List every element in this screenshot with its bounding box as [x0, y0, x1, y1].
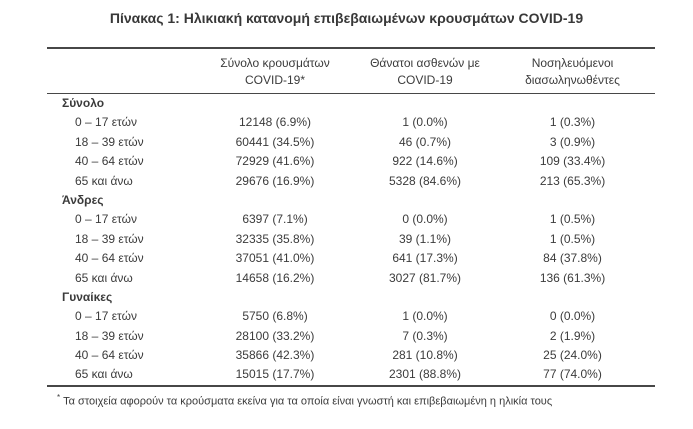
intubated-cell: 3 (0.9%) [549, 134, 596, 149]
empty-cell [490, 191, 655, 210]
table-row: 0 – 17 ετών 6397 (7.1%) 0 (0.0%) 1 (0.5%… [47, 210, 655, 229]
cases-cell: 15015 (17.7%) [235, 367, 315, 382]
covid-age-table: Σύνολο κρουσμάτων COVID-19* Θάνατοι ασθε… [47, 47, 655, 409]
table-row: 0 – 17 ετών 12148 (6.9%) 1 (0.0%) 1 (0.3… [47, 113, 655, 132]
cases-cell: 37051 (41.0%) [235, 251, 315, 266]
section-label: Σύνολο [62, 96, 105, 110]
footnote-text: Τα στοιχεία αφορούν τα κρούσματα εκείνα … [63, 395, 553, 408]
age-label-cell: 65 και άνω [75, 270, 133, 285]
column-header-intubated: Νοσηλευόμενοι διασωληνωθέντες [490, 55, 655, 88]
cases-cell: 14658 (16.2%) [235, 270, 315, 285]
intubated-cell: 1 (0.3%) [549, 115, 596, 130]
column-header-cases-line1: Σύνολο κρουσμάτων [220, 56, 330, 70]
empty-cell [490, 288, 655, 307]
intubated-cell: 136 (61.3%) [539, 270, 606, 285]
table-title: Πίνακας 1: Ηλικιακή κατανομή επιβεβαιωμέ… [109, 10, 584, 26]
deaths-cell: 5328 (84.6%) [388, 173, 462, 188]
age-label-cell: 18 – 39 ετών [75, 134, 144, 149]
deaths-cell: 1 (0.0%) [402, 309, 448, 324]
intubated-cell: 213 (65.3%) [539, 173, 606, 188]
table-row: 18 – 39 ετών 32335 (35.8%) 39 (1.1%) 1 (… [47, 230, 655, 249]
age-label-cell: 0 – 17 ετών [75, 212, 137, 227]
section-label: Γυναίκες [62, 289, 113, 304]
empty-cell [360, 94, 490, 113]
cases-cell: 60441 (34.5%) [235, 134, 315, 149]
age-label-cell: 18 – 39 ετών [75, 328, 144, 343]
table-row: 65 και άνω 29676 (16.9%) 5328 (84.6%) 21… [47, 172, 655, 191]
intubated-cell: 2 (1.9%) [549, 328, 596, 343]
section-label: Άνδρες [62, 192, 104, 207]
footnote-asterisk: * [57, 392, 61, 402]
table-row: 18 – 39 ετών 28100 (33.2%) 7 (0.3%) 2 (1… [47, 327, 655, 346]
intubated-cell: 1 (0.5%) [549, 231, 596, 246]
intubated-cell: 77 (74.0%) [543, 367, 602, 382]
cases-cell: 6397 (7.1%) [242, 212, 308, 227]
table-row: 0 – 17 ετών 5750 (6.8%) 1 (0.0%) 0 (0.0%… [47, 307, 655, 326]
table-row: 40 – 64 ετών 37051 (41.0%) 641 (17.3%) 8… [47, 249, 655, 268]
table-row: 65 και άνω 14658 (16.2%) 3027 (81.7%) 13… [47, 269, 655, 288]
table-row: 65 και άνω 15015 (17.7%) 2301 (88.8%) 77… [47, 365, 655, 384]
cases-cell: 29676 (16.9%) [235, 173, 315, 188]
cases-cell: 72929 (41.6%) [235, 154, 315, 169]
table-row: 40 – 64 ετών 72929 (41.6%) 922 (14.6%) 1… [47, 152, 655, 171]
empty-cell [490, 94, 655, 113]
age-label-cell: 40 – 64 ετών [75, 251, 144, 266]
section-row-total: Σύνολο [47, 94, 655, 113]
intubated-cell: 0 (0.0%) [549, 309, 596, 324]
column-header-cases-line2: COVID-19* [244, 72, 306, 87]
deaths-cell: 46 (0.7%) [398, 134, 452, 149]
deaths-cell: 1 (0.0%) [402, 115, 448, 130]
empty-cell [360, 288, 490, 307]
empty-cell [360, 191, 490, 210]
section-row-men: Άνδρες [47, 191, 655, 210]
table-header-row: Σύνολο κρουσμάτων COVID-19* Θάνατοι ασθε… [47, 47, 655, 94]
column-header-intubated-line1: Νοσηλευόμενοι [531, 56, 614, 70]
column-header-intubated-line2: διασωληνωθέντες [525, 72, 620, 87]
table-row: 40 – 64 ετών 35866 (42.3%) 281 (10.8%) 2… [47, 346, 655, 365]
empty-cell [190, 191, 360, 210]
cases-cell: 5750 (6.8%) [242, 309, 308, 324]
deaths-cell: 7 (0.3%) [402, 328, 448, 343]
age-label-cell: 18 – 39 ετών [75, 231, 144, 246]
intubated-cell: 1 (0.5%) [549, 212, 596, 227]
section-row-women: Γυναίκες [47, 288, 655, 307]
column-header-empty [47, 55, 190, 88]
deaths-cell: 3027 (81.7%) [388, 270, 462, 285]
column-header-deaths: Θάνατοι ασθενών με COVID-19 [360, 55, 490, 88]
table-body: Σύνολο 0 – 17 ετών 12148 (6.9%) 1 (0.0%)… [47, 94, 655, 387]
cases-cell: 28100 (33.2%) [235, 328, 315, 343]
cases-cell: 35866 (42.3%) [235, 348, 315, 363]
intubated-cell: 84 (37.8%) [543, 251, 602, 266]
deaths-cell: 39 (1.1%) [398, 231, 452, 246]
deaths-cell: 641 (17.3%) [392, 251, 458, 266]
age-label-cell: 40 – 64 ετών [75, 154, 144, 169]
deaths-cell: 281 (10.8%) [392, 348, 458, 363]
deaths-cell: 0 (0.0%) [402, 212, 448, 227]
empty-cell [190, 288, 360, 307]
age-label-cell: 40 – 64 ετών [75, 348, 144, 363]
column-header-deaths-line2: COVID-19 [397, 72, 453, 87]
age-label-cell: 0 – 17 ετών [75, 309, 137, 324]
age-label-cell: 65 και άνω [75, 173, 133, 188]
intubated-cell: 25 (24.0%) [543, 348, 602, 363]
cases-cell: 32335 (35.8%) [235, 231, 315, 246]
column-header-deaths-line1: Θάνατοι ασθενών με [370, 56, 480, 70]
intubated-cell: 109 (33.4%) [539, 154, 606, 169]
footnote: * Τα στοιχεία αφορούν τα κρούσματα εκείνα… [47, 391, 655, 409]
deaths-cell: 2301 (88.8%) [388, 367, 462, 382]
cases-cell: 12148 (6.9%) [238, 115, 312, 130]
age-label-cell: 65 και άνω [75, 367, 133, 382]
column-header-cases: Σύνολο κρουσμάτων COVID-19* [190, 55, 360, 88]
table-row: 18 – 39 ετών 60441 (34.5%) 46 (0.7%) 3 (… [47, 133, 655, 152]
deaths-cell: 922 (14.6%) [392, 154, 458, 169]
age-label-cell: 0 – 17 ετών [75, 115, 137, 130]
empty-cell [190, 94, 360, 113]
